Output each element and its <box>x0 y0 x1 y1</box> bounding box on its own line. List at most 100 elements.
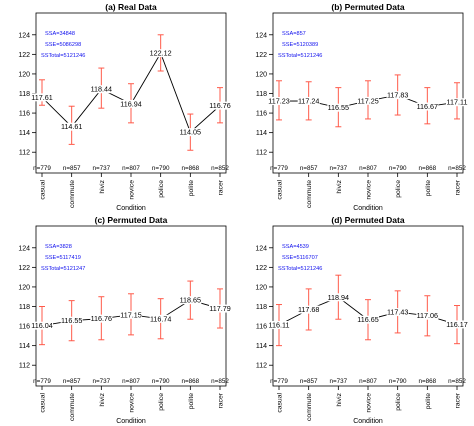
y-tick-label: 114 <box>19 130 30 137</box>
value-label: 117.06 <box>417 311 438 320</box>
stats-annotation: SSA=3828 <box>45 244 72 250</box>
n-label: n=779 <box>270 378 288 385</box>
value-label: 116.76 <box>209 101 230 110</box>
value-label: 116.74 <box>150 314 171 323</box>
value-label: 118.94 <box>328 293 349 302</box>
n-label: n=790 <box>152 165 170 172</box>
n-label: n=779 <box>33 378 51 385</box>
y-tick-label: 114 <box>256 130 267 137</box>
y-tick-label: 120 <box>255 284 267 291</box>
chart-panel-3: (d) Permuted Data 112 114 116 118 120 122 124 n=… <box>255 215 468 425</box>
x-axis-label: Condition <box>116 418 146 425</box>
x-tick-label: novice <box>129 180 136 200</box>
value-label-bg <box>327 103 350 112</box>
n-label: n=790 <box>389 378 407 385</box>
x-tick-label: police <box>158 180 165 198</box>
x-axis-label: Condition <box>116 205 146 212</box>
x-tick-label: commute <box>306 393 313 421</box>
value-label: 117.68 <box>298 305 319 314</box>
x-tick-label: commute <box>69 180 76 208</box>
value-label: 116.76 <box>91 314 112 323</box>
x-tick-label: commute <box>69 393 76 421</box>
value-label-bg <box>90 314 113 323</box>
n-label: n=868 <box>418 378 436 385</box>
value-label-bg <box>120 310 142 319</box>
value-label-bg <box>60 122 83 131</box>
n-label: n=852 <box>211 378 229 385</box>
y-tick-label: 122 <box>18 265 30 272</box>
x-tick-label: racer <box>455 179 462 195</box>
chart-title: (b) Permuted Data <box>331 2 404 12</box>
y-tick-label: 112 <box>19 363 30 370</box>
x-tick-label: police <box>395 180 402 198</box>
value-label: 118.65 <box>180 296 201 305</box>
value-label: 116.55 <box>61 316 82 325</box>
value-label: 116.11 <box>269 320 290 329</box>
n-label: n=790 <box>389 165 407 172</box>
x-tick-label: polite <box>188 180 195 196</box>
value-label-bg <box>446 98 468 107</box>
stats-annotation: SSE=5116707 <box>282 255 318 261</box>
value-label: 117.15 <box>120 310 141 319</box>
x-tick-label: hiviz <box>336 179 343 193</box>
value-label-bg <box>446 320 468 329</box>
stats-annotation: SSE=5117419 <box>45 255 81 261</box>
n-label: n=807 <box>359 378 377 385</box>
value-label-bg <box>179 296 202 305</box>
x-tick-label: casual <box>40 393 47 413</box>
value-label: 117.79 <box>209 304 230 313</box>
n-label: n=868 <box>181 378 199 385</box>
y-tick-label: 124 <box>255 32 267 39</box>
value-label-bg <box>268 97 290 106</box>
value-label-bg <box>268 320 290 329</box>
x-tick-label: polite <box>425 393 432 409</box>
y-tick-label: 122 <box>255 265 267 272</box>
x-tick-label: racer <box>455 392 462 408</box>
value-label: 116.04 <box>31 321 52 330</box>
value-label: 117.11 <box>447 98 468 107</box>
value-label-bg <box>386 308 409 317</box>
y-tick-label: 112 <box>256 150 267 157</box>
x-tick-label: commute <box>306 180 313 208</box>
stats-annotation: SSA=857 <box>282 31 306 37</box>
value-label: 114.05 <box>180 128 201 137</box>
y-tick-label: 116 <box>19 111 30 118</box>
x-tick-label: novice <box>366 180 373 200</box>
value-label-bg <box>90 85 113 94</box>
stats-annotation: SSA=34848 <box>45 31 75 37</box>
x-tick-label: hiviz <box>336 392 343 406</box>
value-label: 118.44 <box>91 85 112 94</box>
y-tick-label: 112 <box>256 363 267 370</box>
n-label: n=852 <box>448 378 466 385</box>
value-label: 117.83 <box>387 91 408 100</box>
value-label-bg <box>149 49 172 58</box>
n-label: n=737 <box>92 378 110 385</box>
y-tick-label: 112 <box>19 150 30 157</box>
value-label-bg <box>327 293 350 302</box>
value-label-bg <box>297 96 320 105</box>
value-label: 116.17 <box>446 320 467 329</box>
value-label-bg <box>209 101 231 110</box>
y-tick-label: 118 <box>19 304 30 311</box>
value-label: 116.55 <box>328 103 349 112</box>
chart-title: (a) Real Data <box>105 2 157 12</box>
n-label: n=779 <box>33 165 51 172</box>
y-tick-label: 114 <box>256 343 267 350</box>
value-label-bg <box>120 99 142 108</box>
value-label: 117.25 <box>357 96 378 105</box>
x-axis-label: Condition <box>353 205 383 212</box>
value-label-bg <box>31 321 53 330</box>
y-tick-label: 120 <box>18 284 30 291</box>
x-tick-label: polite <box>188 393 195 409</box>
value-label-bg <box>179 128 202 137</box>
y-tick-label: 118 <box>256 91 267 98</box>
value-label: 117.43 <box>387 308 408 317</box>
n-label: n=779 <box>270 165 288 172</box>
value-label-bg <box>357 315 379 324</box>
value-label: 117.61 <box>31 93 52 102</box>
stats-annotation: SSTotal=5121246 <box>278 266 322 272</box>
stats-annotation: SSTotal=5121246 <box>278 53 322 59</box>
y-tick-label: 116 <box>19 324 30 331</box>
x-tick-label: police <box>395 393 402 411</box>
